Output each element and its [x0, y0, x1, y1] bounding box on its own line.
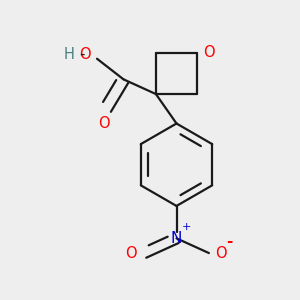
Text: O: O: [80, 47, 91, 62]
Text: N: N: [171, 231, 182, 246]
Text: H: H: [64, 47, 75, 62]
Text: O: O: [125, 246, 137, 261]
Text: O: O: [98, 116, 110, 131]
Text: +: +: [182, 222, 191, 232]
Text: -: -: [226, 234, 233, 249]
Text: -: -: [80, 47, 85, 62]
Text: O: O: [215, 246, 226, 261]
Text: O: O: [203, 45, 214, 60]
